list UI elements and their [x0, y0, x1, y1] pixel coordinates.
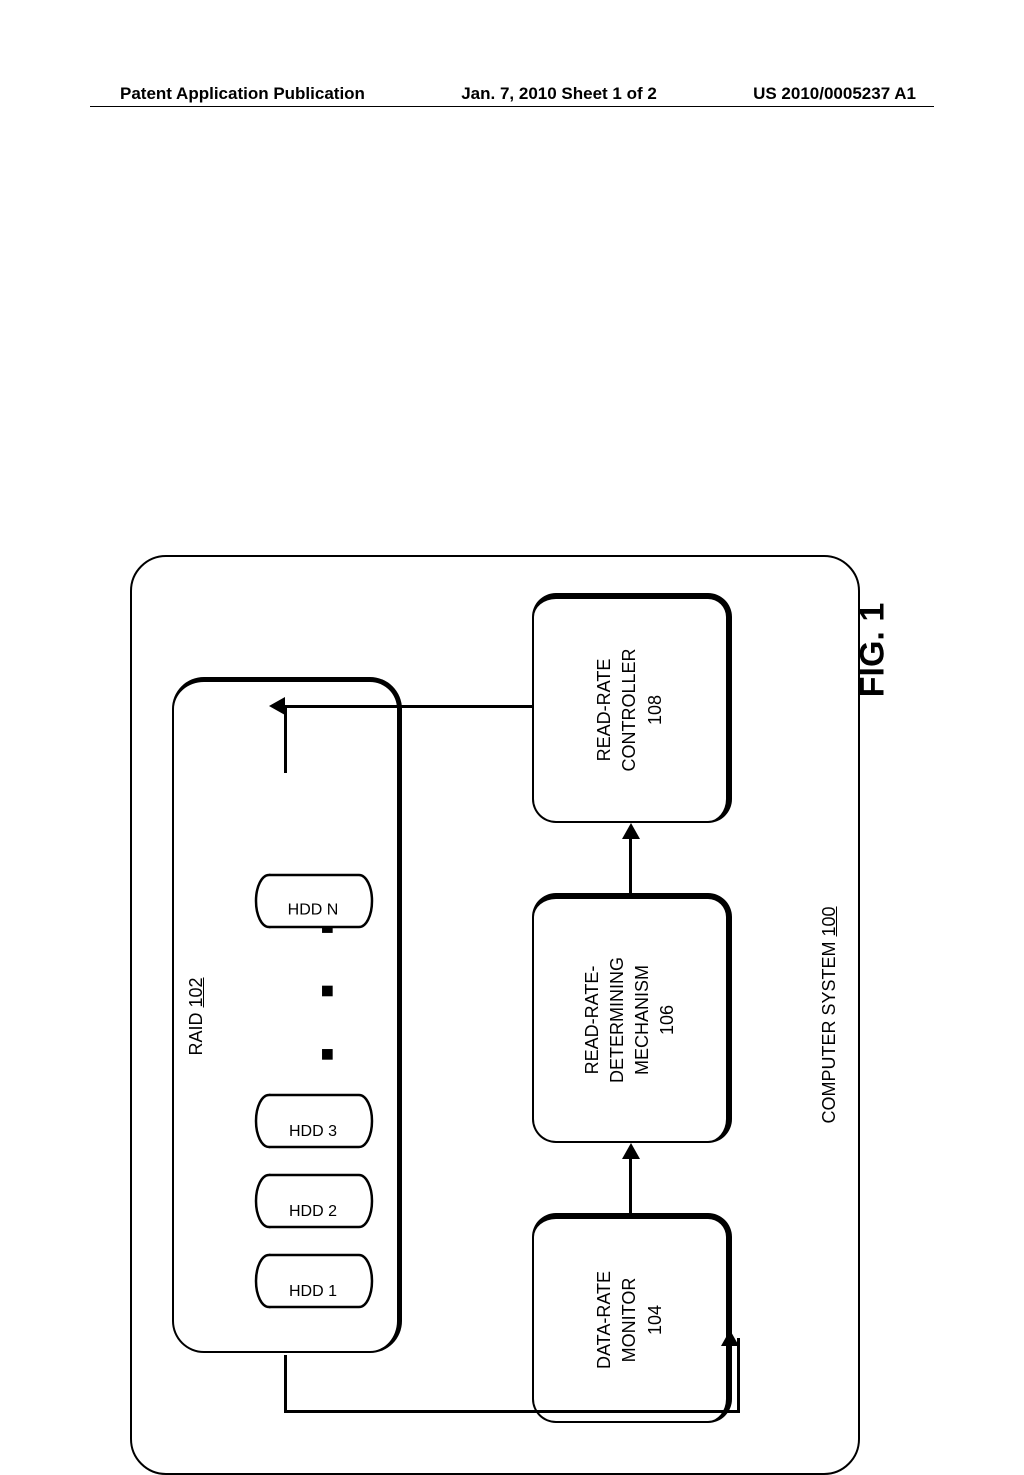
hdd-n-label: HDD N — [288, 902, 339, 920]
diagram-frame: COMPUTER SYSTEM 100 RAID 102 HDD 1 — [130, 555, 860, 1475]
hdd-3: HDD 3 — [254, 1091, 374, 1151]
header-right: US 2010/0005237 A1 — [753, 84, 916, 104]
arrow-head-1 — [622, 1143, 640, 1159]
header-center: Jan. 7, 2010 Sheet 1 of 2 — [461, 84, 657, 104]
data-rate-monitor-box: DATA-RATE MONITOR 104 — [532, 1213, 732, 1423]
raid-box: RAID 102 HDD 1 HDD 2 — [172, 677, 402, 1353]
hdd-2-label: HDD 2 — [289, 1203, 337, 1221]
arrow-head-2 — [622, 823, 640, 839]
figure-caption: FIG. 1 — [853, 603, 892, 697]
hdd-2: HDD 2 — [254, 1171, 374, 1231]
hdd-1: HDD 1 — [254, 1251, 374, 1311]
read-rate-controller-box: READ-RATE CONTROLLER 108 — [532, 593, 732, 823]
hdd-3-label: HDD 3 — [289, 1123, 337, 1141]
arrow-monitor-to-mechanism — [629, 1158, 632, 1213]
figure-area: COMPUTER SYSTEM 100 RAID 102 HDD 1 — [130, 190, 860, 1110]
raid-label: RAID 102 — [186, 977, 207, 1055]
feedback-out-horizontal — [284, 1355, 287, 1413]
controller-to-raid-h — [284, 705, 287, 773]
read-rate-determining-box: READ-RATE- DETERMINING MECHANISM 106 — [532, 893, 732, 1143]
feedback-bottom-horizontal — [737, 1338, 740, 1413]
feedback-left-vertical — [284, 1410, 739, 1413]
header-rule — [90, 106, 934, 107]
hdd-n: HDD N — [254, 871, 374, 931]
controller-to-raid-vertical — [284, 705, 532, 708]
hdd-1-label: HDD 1 — [289, 1283, 337, 1301]
page-header: Patent Application Publication Jan. 7, 2… — [0, 84, 1024, 104]
header-left: Patent Application Publication — [120, 84, 365, 104]
feedback-into-monitor-head — [721, 1330, 739, 1346]
controller-to-raid-head — [269, 697, 285, 715]
computer-system-box: COMPUTER SYSTEM 100 RAID 102 HDD 1 — [130, 555, 860, 1475]
arrow-mechanism-to-controller — [629, 838, 632, 893]
computer-system-label: COMPUTER SYSTEM 100 — [819, 906, 840, 1123]
